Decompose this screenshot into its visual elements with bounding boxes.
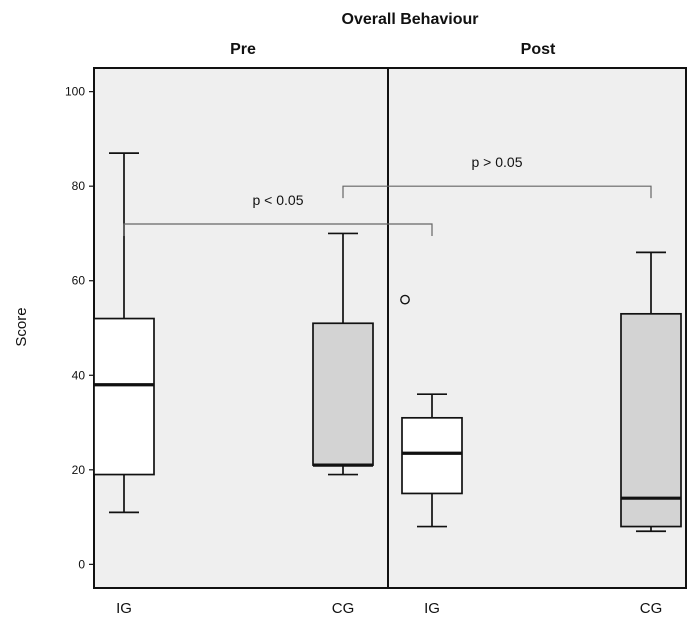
y-tick-label: 80 — [72, 179, 86, 193]
x-axis-label: CG — [640, 600, 663, 616]
y-tick-label: 60 — [72, 274, 86, 288]
panel-label-post: Post — [521, 41, 556, 58]
significance-label: p > 0.05 — [472, 154, 523, 170]
y-tick-label: 100 — [65, 85, 85, 99]
panel-label-pre: Pre — [230, 41, 256, 58]
y-tick-label: 20 — [72, 463, 86, 477]
y-axis-label: Score — [13, 307, 30, 346]
box-pre-cg — [312, 322, 374, 466]
significance-bracket — [342, 185, 652, 199]
box-post-cg — [620, 312, 682, 528]
y-tick-label: 40 — [72, 368, 86, 382]
plot-area-background — [93, 67, 687, 589]
significance-label: p < 0.05 — [253, 192, 304, 208]
y-tick-label: 0 — [78, 557, 85, 571]
x-axis-label: CG — [332, 600, 355, 616]
chart-title: Overall Behaviour — [342, 11, 479, 28]
box-post-ig — [401, 416, 463, 495]
plot-layer: 0 20 40 60 80 100 IG CG IG CG p < 0.05 p > 0.05 — [65, 67, 687, 617]
significance-bracket — [123, 223, 433, 236]
outlier-point — [400, 294, 410, 305]
x-axis-label: IG — [116, 600, 132, 616]
x-axis-label: IG — [424, 600, 440, 616]
box-pre-ig — [93, 317, 155, 476]
